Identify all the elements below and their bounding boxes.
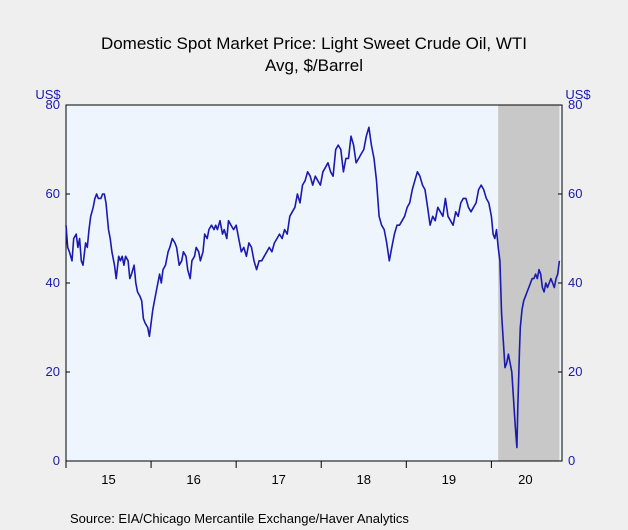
y-tick-label-left: 20: [46, 364, 60, 379]
y-tick-label-right: 80: [568, 97, 582, 112]
left-unit-label: US$: [35, 87, 61, 102]
source-note: Source: EIA/Chicago Mercantile Exchange/…: [70, 511, 409, 526]
chart-marks: 0 0 20 20 40 40 60 60 80 80 15 16 17 18 19 20: [46, 97, 583, 487]
y-tick-label-left: 80: [46, 97, 60, 112]
chart-subtitle: Avg, $/Barrel: [265, 56, 363, 75]
y-tick-label-left: 40: [46, 275, 60, 290]
y-tick-label-left: 0: [53, 453, 60, 468]
plot-area: [66, 105, 562, 461]
y-tick-label-left: 60: [46, 186, 60, 201]
x-tick-label: 20: [518, 472, 532, 487]
y-tick-label-right: 40: [568, 275, 582, 290]
recession-shading: [498, 105, 560, 461]
x-tick-label: 16: [186, 472, 200, 487]
x-tick-label: 17: [271, 472, 285, 487]
y-tick-label-right: 0: [568, 453, 575, 468]
right-unit-label: US$: [565, 87, 591, 102]
x-tick-label: 19: [442, 472, 456, 487]
y-tick-label-right: 60: [568, 186, 582, 201]
series-line: [65, 126, 561, 449]
x-tick-label: 18: [357, 472, 371, 487]
x-tick-label: 15: [101, 472, 115, 487]
chart-title: Domestic Spot Market Price: Light Sweet …: [101, 34, 527, 53]
y-tick-label-right: 20: [568, 364, 582, 379]
